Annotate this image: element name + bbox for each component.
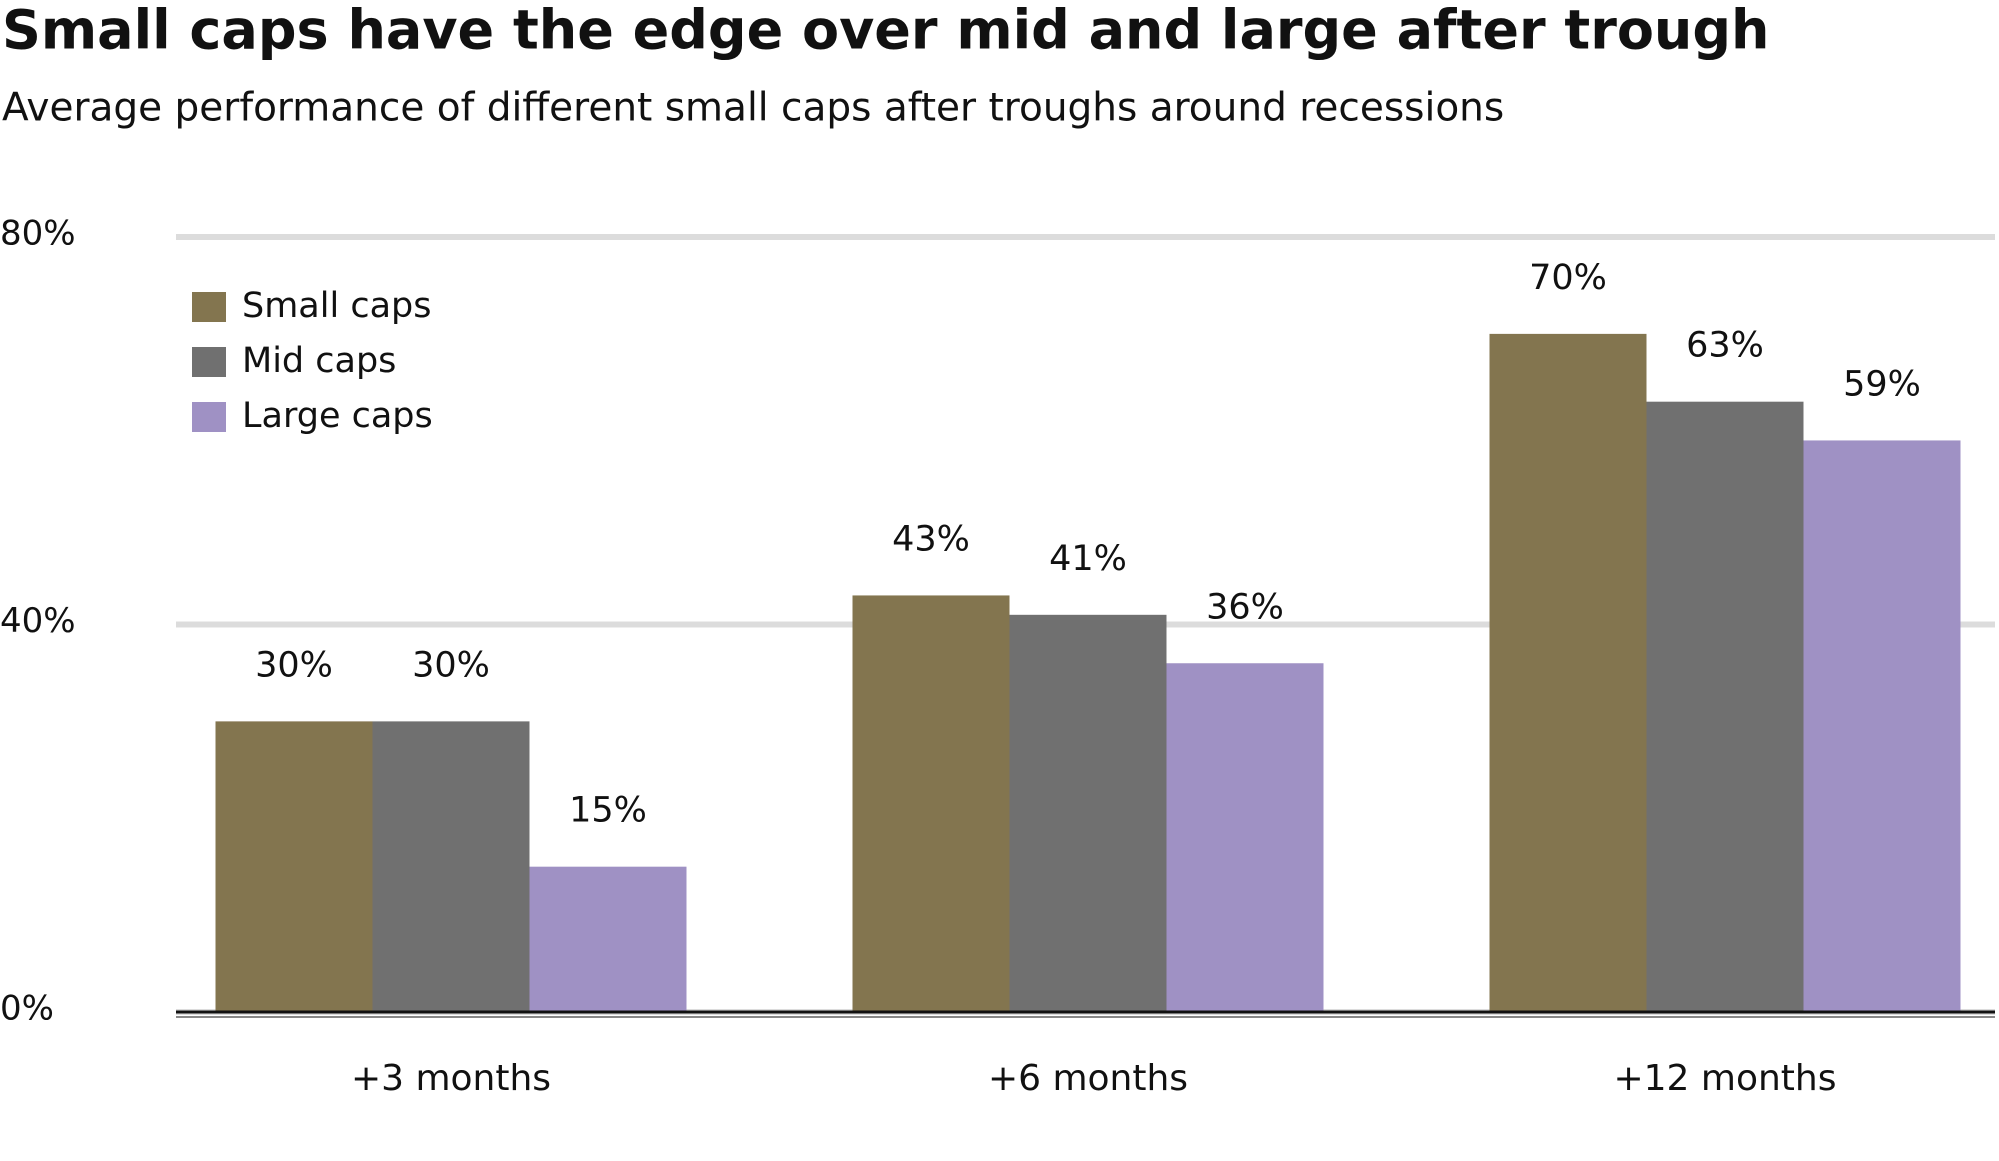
- x-tick-label: +12 months: [1613, 1058, 1836, 1099]
- bar: [1009, 614, 1167, 1012]
- value-label: 70%: [1529, 258, 1607, 298]
- bar: [372, 721, 530, 1012]
- y-tick-label: 0%: [0, 989, 54, 1029]
- value-label: 30%: [255, 645, 333, 685]
- chart-title: Small caps have the edge over mid and la…: [2, 0, 1769, 62]
- bar: [215, 721, 373, 1012]
- bar: [1646, 401, 1804, 1012]
- value-label: 63%: [1686, 326, 1764, 366]
- bar: [1166, 663, 1324, 1012]
- legend-label: Large caps: [242, 396, 433, 436]
- bar: [1489, 333, 1647, 1012]
- y-tick-label: 40%: [0, 601, 76, 641]
- legend-label: Small caps: [242, 286, 431, 326]
- value-label: 43%: [892, 519, 970, 559]
- bar: [852, 595, 1010, 1012]
- x-tick-label: +6 months: [988, 1058, 1188, 1099]
- bar: [1803, 440, 1961, 1012]
- legend-swatch: [192, 347, 226, 377]
- legend-swatch: [192, 292, 226, 322]
- value-label: 59%: [1843, 364, 1921, 404]
- legend-swatch: [192, 402, 226, 432]
- value-label: 15%: [569, 791, 647, 831]
- chart-subtitle: Average performance of different small c…: [2, 86, 1504, 131]
- value-label: 30%: [412, 645, 490, 685]
- bar: [529, 866, 687, 1012]
- value-label: 36%: [1206, 587, 1284, 627]
- value-label: 41%: [1049, 539, 1127, 579]
- y-tick-label: 80%: [0, 214, 76, 254]
- x-tick-label: +3 months: [351, 1058, 551, 1099]
- legend-label: Mid caps: [242, 341, 396, 381]
